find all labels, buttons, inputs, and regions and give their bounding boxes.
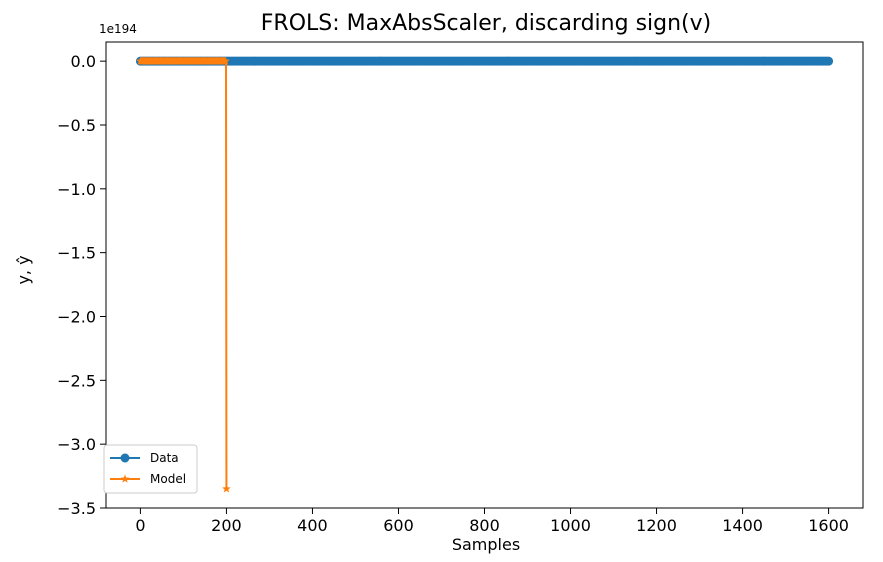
legend-data-marker [120, 453, 130, 463]
y-tick-label: 0.0 [71, 52, 96, 71]
x-axis-label: Samples [452, 535, 520, 554]
y-tick-label: −1.5 [57, 244, 96, 263]
y-tick-label: −3.0 [57, 435, 96, 454]
data-series-markers [135, 56, 834, 66]
model-point [221, 56, 230, 65]
x-tick-label: 1400 [722, 516, 763, 535]
x-tick-label: 1600 [808, 516, 849, 535]
plot-area [105, 41, 864, 509]
x-tick-label: 600 [383, 516, 414, 535]
x-axis-ticks: 0 200 400 600 800 1000 1200 1400 1600 [135, 508, 849, 535]
legend: Data Model [103, 444, 198, 494]
y-offset-label: 1e194 [99, 22, 137, 36]
data-point [824, 56, 834, 66]
x-tick-label: 800 [469, 516, 500, 535]
x-tick-label: 1000 [550, 516, 591, 535]
y-axis-ticks: 0.0 −0.5 −1.0 −1.5 −2.0 −2.5 −3.0 −3.5 [57, 52, 106, 518]
chart-title: FROLS: MaxAbsScaler, discarding sign(v) [261, 11, 711, 36]
y-axis-label: y, ŷ [14, 255, 33, 284]
legend-model-label: Model [150, 472, 186, 486]
x-tick-label: 1200 [636, 516, 677, 535]
x-tick-label: 0 [135, 516, 145, 535]
model-final-point [222, 484, 231, 493]
legend-model-marker [120, 474, 130, 483]
y-tick-label: −2.0 [57, 307, 96, 326]
x-tick-label: 200 [211, 516, 242, 535]
y-tick-label: −3.5 [57, 499, 96, 518]
y-tick-label: −2.5 [57, 371, 96, 390]
legend-data-label: Data [150, 451, 179, 465]
y-tick-label: −0.5 [57, 116, 96, 135]
y-tick-label: −1.0 [57, 180, 96, 199]
model-series-markers [136, 56, 231, 493]
series-layer [135, 56, 834, 493]
x-tick-label: 400 [297, 516, 328, 535]
